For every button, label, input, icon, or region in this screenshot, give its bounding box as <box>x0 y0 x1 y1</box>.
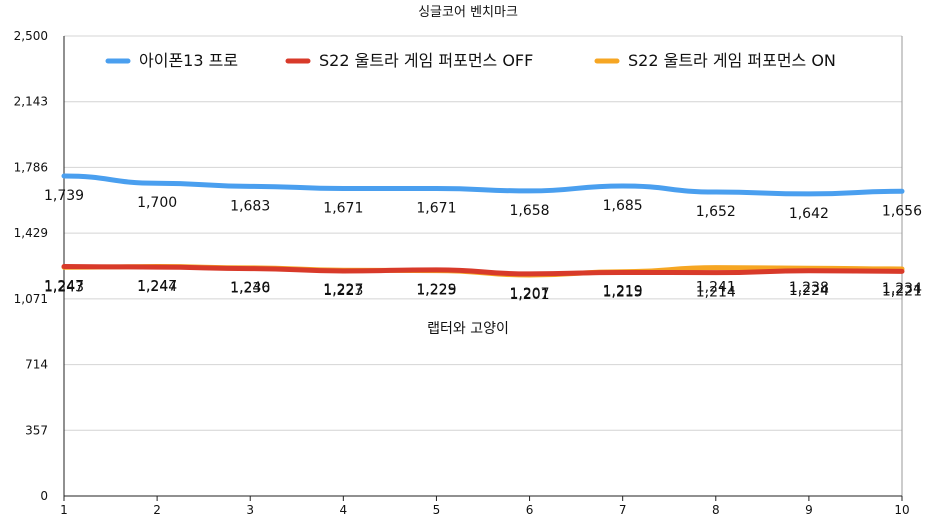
data-label: 1,683 <box>230 198 270 214</box>
x-axis-ticks: 1 2 3 4 5 6 7 8 9 10 <box>60 496 910 517</box>
data-label: 1,207 <box>510 286 550 302</box>
data-label: 1,671 <box>416 201 456 217</box>
data-label: 1,642 <box>789 206 829 222</box>
y-axis-ticks: 0 357 714 1,071 1,429 1,786 2,143 2,500 <box>14 29 48 503</box>
x-tick-label: 3 <box>246 503 254 517</box>
y-tick-label: 1,429 <box>14 226 48 240</box>
chart-title: 싱글코어 벤치마크 <box>418 5 518 20</box>
data-point <box>248 267 252 271</box>
series-lines <box>61 173 905 278</box>
data-point <box>155 265 159 269</box>
data-point <box>714 266 718 270</box>
data-label: 1,229 <box>416 282 456 298</box>
series-line-2 <box>61 264 905 277</box>
x-tick-label: 6 <box>526 503 534 517</box>
data-label: 1,244 <box>137 279 177 295</box>
data-label: 1,656 <box>882 203 922 219</box>
data-label: 1,215 <box>603 284 643 300</box>
data-point <box>62 174 66 178</box>
data-point <box>528 189 532 193</box>
chart-annotation: 랩터와 고양이 <box>427 321 509 337</box>
data-label: 1,685 <box>603 198 643 214</box>
data-label: 1,247 <box>137 279 177 295</box>
data-point <box>900 189 904 193</box>
data-point <box>434 187 438 191</box>
data-label: 1,219 <box>603 284 643 300</box>
y-tick-label: 714 <box>25 358 48 372</box>
data-point <box>341 187 345 191</box>
x-tick-label: 9 <box>805 503 813 517</box>
data-label: 1,652 <box>696 204 736 220</box>
data-point <box>155 181 159 185</box>
data-label: 1,236 <box>230 281 270 297</box>
data-label: 1,214 <box>696 285 736 301</box>
legend-label-s22-off: S22 울트라 게임 퍼포먼스 OFF <box>319 51 533 70</box>
data-point <box>434 268 438 272</box>
data-label: 1,225 <box>416 283 456 299</box>
grid <box>63 35 903 497</box>
data-point <box>621 184 625 188</box>
y-tick-label: 1,786 <box>14 160 48 174</box>
data-label: 1,223 <box>323 283 363 299</box>
data-labels: 1,739 1,700 1,683 1,671 1,671 1,658 1,685 1,652… <box>44 188 922 303</box>
data-label: 1,201 <box>510 287 550 303</box>
legend-label-s22-on: S22 울트라 게임 퍼포먼스 ON <box>628 51 836 70</box>
data-label: 1,243 <box>44 279 84 295</box>
data-label: 1,739 <box>44 188 84 204</box>
y-tick-label: 357 <box>25 423 48 437</box>
data-point <box>807 192 811 196</box>
legend: 아이폰13 프로 S22 울트라 게임 퍼포먼스 OFF S22 울트라 게임 … <box>105 51 836 70</box>
y-tick-label: 2,143 <box>14 95 48 109</box>
data-point <box>621 270 625 274</box>
data-point <box>714 271 718 275</box>
data-point <box>714 190 718 194</box>
x-tick-label: 5 <box>433 503 441 517</box>
data-label: 1,221 <box>882 283 922 299</box>
data-point <box>900 269 904 273</box>
x-tick-label: 7 <box>619 503 627 517</box>
y-tick-label: 1,071 <box>14 292 48 306</box>
data-point <box>62 265 66 269</box>
data-point <box>528 272 532 276</box>
data-point <box>341 269 345 273</box>
data-point <box>807 269 811 273</box>
data-label: 1,224 <box>789 283 829 299</box>
data-label: 1,671 <box>323 201 363 217</box>
data-label: 1,658 <box>510 203 550 219</box>
data-label: 1,227 <box>323 282 363 298</box>
data-label: 1,247 <box>44 279 84 295</box>
data-point <box>248 184 252 188</box>
data-label: 1,240 <box>230 280 270 296</box>
data-label: 1,238 <box>789 280 829 296</box>
data-label: 1,234 <box>882 281 922 297</box>
x-tick-label: 1 <box>60 503 68 517</box>
y-tick-label: 0 <box>40 489 48 503</box>
series-line-1 <box>61 173 905 197</box>
x-tick-label: 2 <box>153 503 161 517</box>
x-tick-label: 4 <box>340 503 348 517</box>
y-tick-label: 2,500 <box>14 29 48 43</box>
data-label: 1,700 <box>137 195 177 211</box>
x-tick-label: 8 <box>712 503 720 517</box>
x-tick-label: 10 <box>894 503 909 517</box>
legend-label-iphone: 아이폰13 프로 <box>139 51 238 70</box>
data-label: 1,241 <box>696 280 736 296</box>
